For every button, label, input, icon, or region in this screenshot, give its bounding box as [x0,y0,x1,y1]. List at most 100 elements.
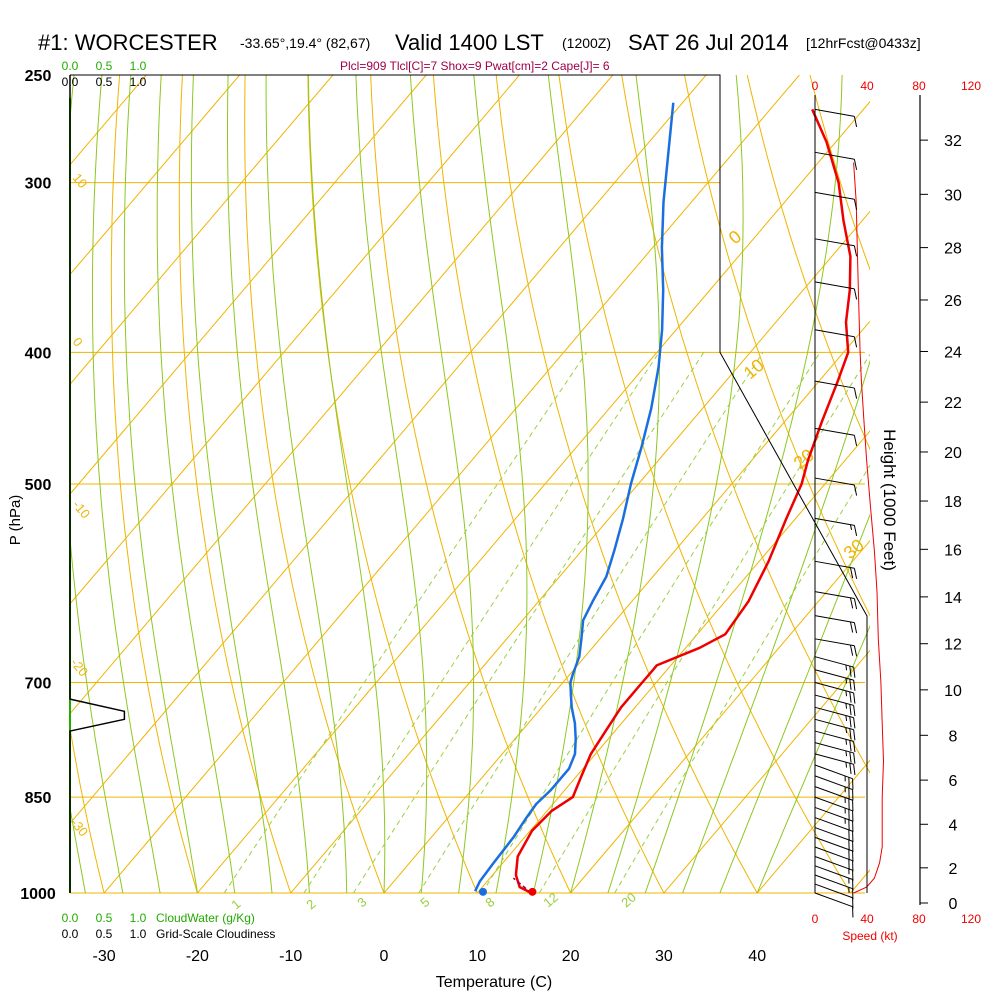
height-tick-label: 30 [944,187,962,204]
moist-adiabat [570,75,660,893]
y-axis-title: P (hPa) [7,495,24,546]
temperature-tick-label: -10 [279,948,302,965]
temperature-tick-label: 30 [655,948,673,965]
mixing-ratio-line [481,352,821,893]
wind-barb [814,806,854,832]
parcel-path [512,877,532,894]
cloudiness-line [69,75,126,893]
dry-adiabat [432,75,665,893]
dry-adiabat [495,75,758,893]
wind-barb [814,329,858,348]
moist-adiabat [156,75,236,893]
cloud-water-scale-top: 1.0 [130,59,147,73]
station-coords: -33.65°,19.4° (82,67) [240,35,370,51]
cloudiness-scale-top: 1.0 [130,75,147,89]
cloud-water-scale-bottom: 1.0 [130,911,147,925]
dry-adiabat [178,75,292,893]
wind-barb [814,281,858,300]
moist-adiabat [355,75,428,893]
wind-barb [814,706,856,729]
wind-barb [814,638,858,657]
speed-tick-label-top: 120 [961,79,981,93]
moist-adiabat [682,359,870,893]
speed-tick-label-top: 40 [860,79,874,93]
moist-adiabat [265,75,348,893]
height-tick-label: 28 [944,241,962,258]
pressure-tick-label: 500 [25,477,52,494]
height-tick-label: 14 [944,590,962,607]
height-tick-label: 4 [949,817,958,834]
cloud-water-scale-top: 0.0 [62,59,79,73]
height-tick-label: 32 [944,133,962,150]
speed-tick-label-bottom: 120 [961,912,981,926]
station-title: #1: WORCESTER [38,30,218,55]
dry-adiabat-label: -30 [68,815,92,839]
cloud-water-scale-bottom: 0.0 [62,911,79,925]
isotherm [70,75,614,715]
dry-adiabat [0,75,11,893]
surface-dewpoint-point [478,887,487,896]
wind-barb [814,817,854,843]
temperature-line [514,108,852,895]
dry-adiabat [70,724,105,893]
plot-frame [70,74,868,893]
wind-barb [814,796,854,822]
mixing-ratio-label: 1 [228,896,243,912]
valid-date: SAT 26 Jul 2014 [628,30,789,55]
cloud-water-scale-top: 0.5 [96,59,113,73]
wind-barb [814,238,858,257]
mixing-ratio-line [418,352,764,893]
wind-barb [814,846,854,872]
temperature-tick-label: 20 [562,948,580,965]
dry-adiabat [621,75,870,774]
isotherm [70,75,707,825]
moist-adiabat [473,75,528,893]
moist-adiabat [756,624,870,893]
temperature-tick-label: -30 [93,948,116,965]
dry-adiabat-label: -20 [68,655,92,679]
isotherm [70,75,427,495]
height-tick-label: 0 [949,896,958,913]
isotherm [290,210,870,893]
wind-barb [814,151,858,170]
height-tick-label: 6 [949,773,958,790]
mixing-ratio-label: 2 [303,896,318,912]
isotherm-label: 0 [725,226,746,248]
moist-adiabat [307,75,386,893]
height-tick-label: 24 [944,344,962,361]
speed-tick-label-bottom: 80 [912,912,926,926]
moist-adiabat [532,75,589,893]
height-tick-label: 26 [944,293,962,310]
wind-barb [814,883,854,909]
isotherm-label: 20 [790,445,818,473]
wind-barb [814,874,854,900]
dry-adiabat [307,75,478,893]
pressure-tick-label: 300 [25,176,52,193]
cloud-water-label: CloudWater (g/Kg) [156,911,255,925]
isotherm [103,75,800,893]
mixing-ratio-label: 5 [417,894,432,910]
cloudiness-scale-top: 0.5 [96,75,113,89]
dry-adiabat-label: 0 [70,334,86,349]
wind-barb [814,827,854,853]
wind-barb [814,764,854,790]
wind-barb [814,517,858,536]
moist-adiabat [123,75,198,893]
valid-time: Valid 1400 LST [395,30,544,55]
wind-barb [814,694,856,717]
moist-adiabat [607,75,744,893]
speed-tick-label-bottom: 40 [860,912,874,926]
wind-barb [814,615,858,634]
isotherm [70,75,334,386]
dry-adiabat-label: -10 [70,497,94,521]
moist-adiabat [719,513,870,893]
speed-tick-label-bottom: 0 [812,912,819,926]
isotherm [850,869,870,893]
mixing-ratio-label: 8 [482,894,497,910]
height-tick-label: 10 [944,683,962,700]
wind-barb [814,865,854,891]
mixing-ratio-label: 3 [354,894,369,910]
dry-adiabat [746,75,870,451]
wind-barb [814,730,856,753]
